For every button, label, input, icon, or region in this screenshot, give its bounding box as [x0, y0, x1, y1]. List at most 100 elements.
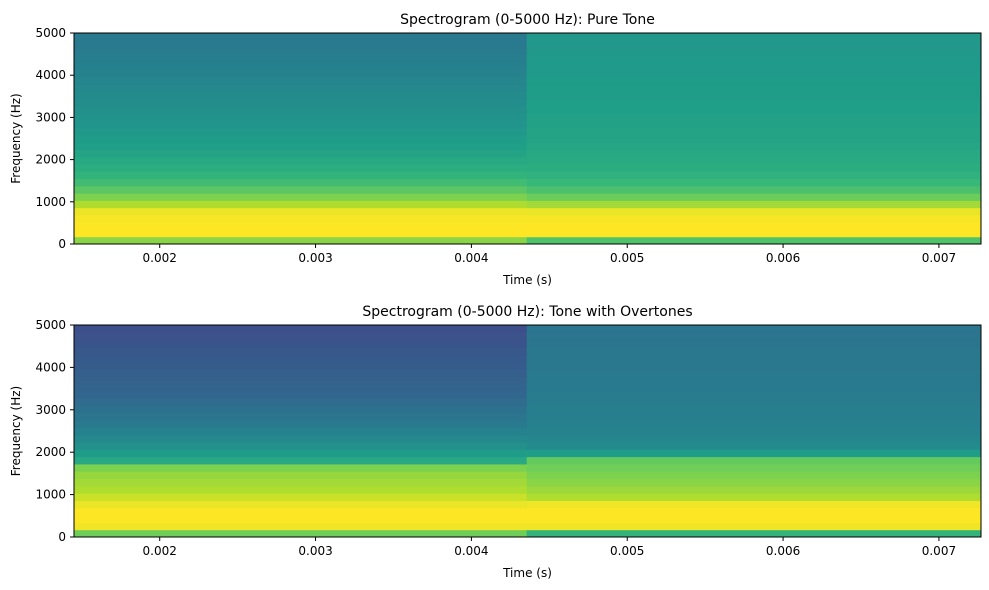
x-axis-label: Time (s): [502, 273, 552, 287]
heatmap-cell: [74, 47, 528, 56]
heatmap-cell: [526, 156, 982, 165]
heatmap-cell: [526, 339, 982, 348]
heatmap-cell: [74, 325, 528, 333]
heatmap-cell: [74, 62, 528, 71]
heatmap-cell: [526, 214, 982, 223]
heatmap-cell: [74, 40, 528, 49]
heatmap-cell: [74, 105, 528, 114]
x-axis-label: Time (s): [502, 566, 552, 580]
y-tick-label: 5000: [35, 318, 66, 332]
heatmap-cell: [74, 507, 528, 516]
heatmap-cell: [526, 178, 982, 187]
heatmap-cell: [74, 33, 528, 41]
heatmap-cell: [526, 354, 982, 363]
heatmap-cell: [74, 120, 528, 129]
x-tick-label: 0.002: [143, 544, 177, 558]
y-ticks: 0 1000 2000 3000 4000 5000: [35, 318, 74, 544]
heatmap-cell: [526, 369, 982, 377]
heatmap-cell: [526, 134, 982, 143]
heatmap-cell: [74, 412, 528, 421]
heatmap-cell: [74, 420, 528, 428]
heatmap-cell: [74, 229, 528, 238]
heatmap-cell: [526, 347, 982, 355]
heatmap-cell: [526, 91, 982, 100]
heatmap-cell: [74, 142, 528, 150]
heatmap-cell: [526, 434, 982, 443]
x-tick-label: 0.005: [610, 251, 644, 265]
axes-frame: [73, 324, 982, 538]
heatmap-cell: [526, 478, 982, 487]
heatmap-cell: [74, 91, 528, 100]
y-tick-label: 3000: [35, 110, 66, 124]
heatmap-cell: [74, 339, 528, 348]
heatmap-cell: [74, 463, 528, 472]
heatmap-cells: [74, 325, 982, 538]
heatmap-cell: [526, 207, 982, 216]
heatmap-cell: [526, 325, 982, 333]
heatmap-cell: [526, 456, 982, 465]
heatmap-cell: [526, 361, 982, 370]
heatmap-cell: [526, 193, 982, 201]
heatmap-cell: [526, 127, 982, 136]
heatmap-cell: [526, 33, 982, 41]
heatmap-cell: [74, 456, 528, 465]
y-tick-label: 3000: [35, 403, 66, 417]
y-tick-label: 5000: [35, 26, 66, 40]
heatmap-cell: [74, 449, 528, 458]
y-axis-label: Frequency (Hz): [9, 386, 23, 477]
heatmap-cell: [74, 200, 528, 209]
heatmap-cell: [526, 142, 982, 150]
heatmap-cell: [74, 54, 528, 63]
heatmap-cell: [74, 376, 528, 385]
heatmap-cell: [74, 478, 528, 487]
heatmap-cell: [526, 493, 982, 501]
heatmap-cell: [526, 105, 982, 114]
axes-frame: [73, 32, 982, 245]
heatmap-cell: [74, 347, 528, 355]
heatmap-cell: [74, 222, 528, 230]
heatmap-cell: [74, 207, 528, 216]
heatmap-cell: [526, 62, 982, 71]
heatmap-cell: [74, 84, 528, 92]
y-tick-label: 2000: [35, 445, 66, 459]
heatmap-cell: [74, 149, 528, 158]
spectrogram-pure-tone-axes: Spectrogram (0-5000 Hz): Pure Tone 0.002…: [9, 12, 982, 287]
heatmap-cell: [526, 236, 982, 245]
heatmap-cell: [526, 185, 982, 194]
heatmap-cell: [526, 522, 982, 531]
heatmap-cell: [74, 383, 528, 392]
heatmap-cell: [74, 236, 528, 245]
heatmap-cell: [74, 515, 528, 523]
heatmap-cell: [74, 405, 528, 414]
chart-title: Spectrogram (0-5000 Hz): Pure Tone: [400, 12, 655, 28]
heatmap-cell: [74, 193, 528, 201]
heatmap-cell: [74, 332, 528, 341]
heatmap-cell: [526, 171, 982, 180]
heatmap-cell: [526, 332, 982, 341]
heatmap-cell: [526, 405, 982, 414]
heatmap-cell: [526, 69, 982, 78]
heatmap-cell: [74, 76, 528, 85]
heatmap-cell: [74, 427, 528, 436]
heatmap-cell: [526, 164, 982, 172]
heatmap-cell: [74, 171, 528, 180]
heatmap-cell: [526, 47, 982, 56]
y-tick-label: 0: [58, 530, 66, 544]
y-tick-label: 2000: [35, 153, 66, 167]
heatmap-cell: [526, 529, 982, 538]
heatmap-cell: [74, 471, 528, 480]
heatmap-cell: [74, 434, 528, 443]
heatmap-cell: [526, 76, 982, 85]
x-tick-label: 0.003: [298, 544, 332, 558]
heatmap-cell: [526, 485, 982, 494]
x-tick-label: 0.004: [454, 544, 488, 558]
heatmap-cell: [74, 127, 528, 136]
y-axis-label: Frequency (Hz): [9, 93, 23, 184]
heatmap-cell: [74, 354, 528, 363]
heatmap-cell: [74, 134, 528, 143]
chart-title: Spectrogram (0-5000 Hz): Tone with Overt…: [362, 304, 692, 320]
heatmap-cell: [74, 369, 528, 377]
heatmap-cell: [526, 427, 982, 436]
heatmap-cell: [526, 449, 982, 458]
heatmap-cell: [526, 113, 982, 121]
